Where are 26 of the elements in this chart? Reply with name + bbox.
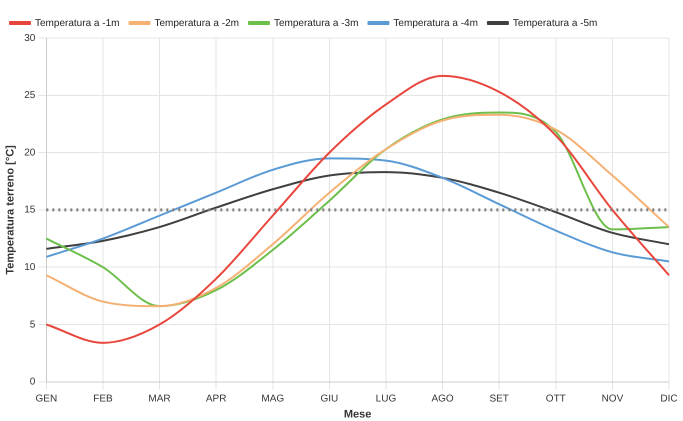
y-tick-label: 10 xyxy=(24,262,36,273)
x-tick-label: MAG xyxy=(261,394,284,405)
y-tick-label: 15 xyxy=(24,204,36,216)
legend-label: Temperatura a -1m xyxy=(35,18,120,29)
x-tick-label: OTT xyxy=(546,394,566,405)
legend-label: Temperatura a -4m xyxy=(393,18,478,29)
legend-label: Temperatura a -5m xyxy=(512,18,598,29)
y-tick-label: 0 xyxy=(30,376,36,388)
y-tick-label: 25 xyxy=(24,90,36,102)
y-axis-title: Temperatura terreno [°C] xyxy=(4,144,17,275)
x-tick-label: NOV xyxy=(602,394,624,405)
y-tick-label: 30 xyxy=(24,32,36,44)
y-tick-label: 5 xyxy=(30,319,36,330)
x-tick-label: GEN xyxy=(35,394,58,405)
x-tick-label: DIC xyxy=(660,394,678,405)
x-tick-label: LUG xyxy=(376,394,396,405)
x-tick-label: FEB xyxy=(93,394,113,405)
x-tick-label: MAR xyxy=(148,394,171,405)
legend-label: Temperatura a -2m xyxy=(154,18,239,29)
x-tick-label: SET xyxy=(489,394,509,405)
x-axis-title: Mese xyxy=(344,408,372,420)
x-tick-label: APR xyxy=(206,394,226,405)
y-tick-label: 20 xyxy=(24,147,36,158)
legend-label: Temperatura a -3m xyxy=(274,18,358,29)
x-tick-label: GIU xyxy=(320,394,338,405)
x-tick-label: AGO xyxy=(431,394,454,405)
